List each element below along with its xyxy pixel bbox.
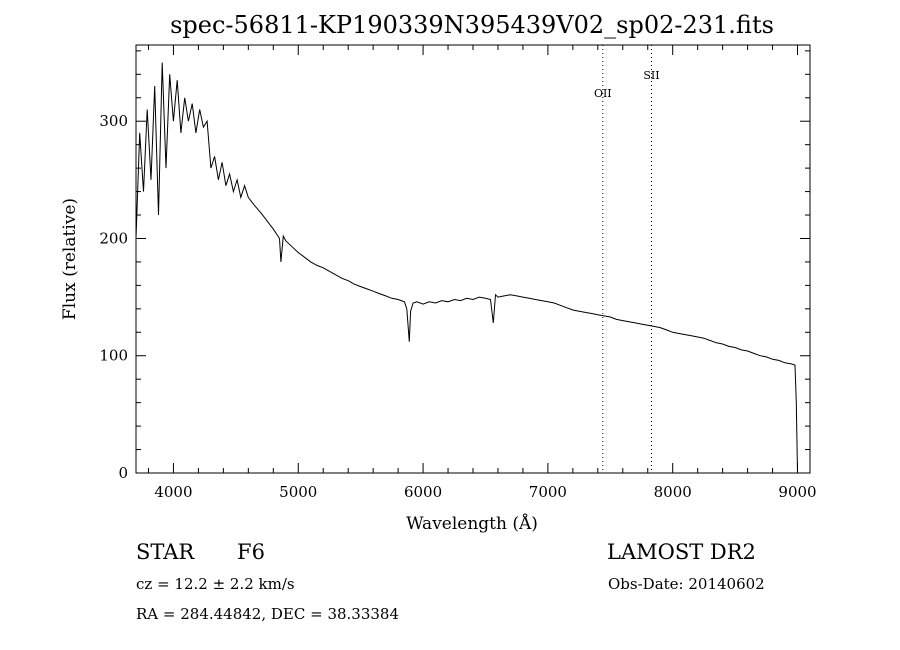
y-tick-label: 100	[99, 347, 128, 365]
x-tick-label: 7000	[529, 483, 567, 501]
x-tick-label: 6000	[404, 483, 442, 501]
line-label-oii: OII	[594, 87, 612, 100]
redshift-velocity: cz = 12.2 ± 2.2 km/s	[136, 575, 295, 593]
y-tick-label: 200	[99, 229, 128, 247]
y-tick-label: 0	[118, 464, 128, 482]
chart-title: spec-56811-KP190339N395439V02_sp02-231.f…	[170, 11, 774, 39]
coordinates: RA = 284.44842, DEC = 38.33384	[136, 605, 400, 623]
object-subclass: F6	[237, 540, 265, 564]
x-tick-label: 4000	[154, 483, 192, 501]
x-tick-label: 9000	[778, 483, 816, 501]
x-tick-label: 5000	[279, 483, 317, 501]
line-label-sii: SII	[643, 69, 659, 82]
y-axis-label: Flux (relative)	[60, 198, 80, 320]
x-axis-label: Wavelength (Å)	[406, 513, 538, 534]
plot-frame	[135, 44, 811, 474]
spectrum-line	[136, 62, 798, 473]
survey-name: LAMOST DR2	[607, 540, 756, 564]
object-class: STAR	[136, 540, 195, 564]
y-tick-label: 300	[99, 112, 128, 130]
x-tick-label: 8000	[654, 483, 692, 501]
observation-date: Obs-Date: 20140602	[608, 575, 765, 593]
